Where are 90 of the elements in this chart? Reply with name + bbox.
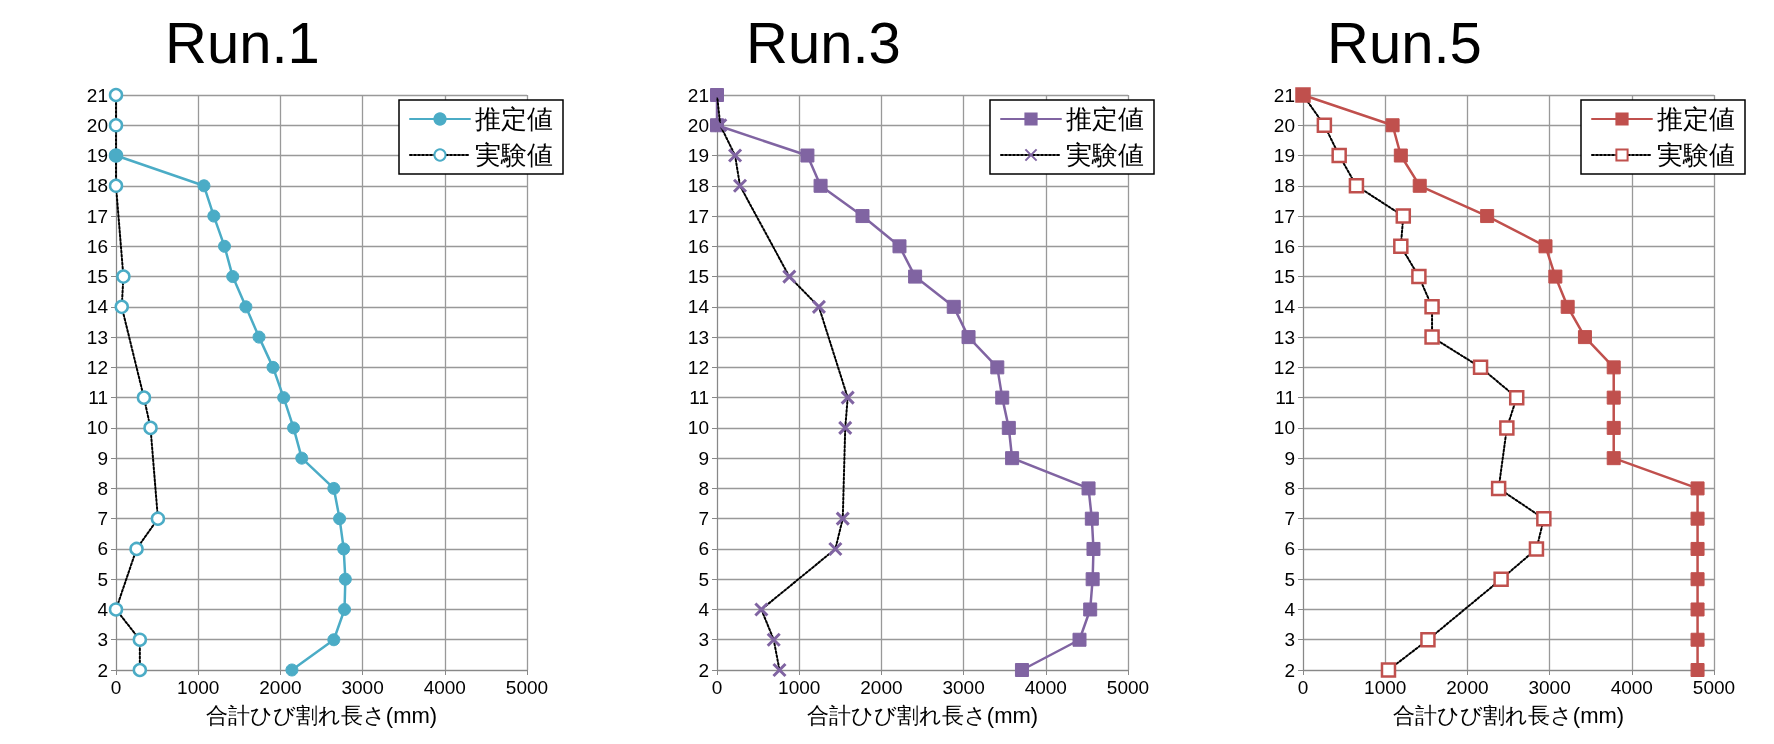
x-tick-label: 0 <box>1297 677 1309 698</box>
y-tick-label: 10 <box>1273 417 1295 439</box>
y-tick-label: 12 <box>86 356 108 378</box>
y-tick-label: 7 <box>1284 508 1295 530</box>
y-tick-label: 17 <box>86 205 108 227</box>
y-tick-label: 15 <box>86 266 108 288</box>
x-tick-label: 5000 <box>505 677 549 698</box>
legend-label: 実験値 <box>1657 140 1735 170</box>
y-tick-label: 6 <box>698 538 709 560</box>
x-axis-title: 合計ひび割れ長さ(mm) <box>205 702 438 728</box>
y-tick-label: 3 <box>97 629 108 651</box>
x-tick-label: 4000 <box>1024 677 1067 698</box>
y-tick-label: 19 <box>1273 145 1295 167</box>
legend-label: 実験値 <box>1066 140 1144 170</box>
x-axis-title: 合計ひび割れ長さ(mm) <box>1392 702 1625 728</box>
y-tick-label: 2 <box>1284 659 1295 681</box>
y-tick-label: 3 <box>698 629 709 651</box>
x-tick-label: 3000 <box>341 677 384 698</box>
y-tick-label: 20 <box>1273 114 1295 136</box>
y-tick-label: 13 <box>1273 326 1295 348</box>
y-tick-label: 12 <box>1273 356 1295 378</box>
chart-title: Run.1 <box>165 9 320 75</box>
chart-title: Run.3 <box>746 9 901 75</box>
legend-label: 推定値 <box>1066 104 1144 134</box>
x-tick-label: 5000 <box>1692 677 1736 698</box>
y-tick-label: 16 <box>687 235 709 257</box>
y-tick-label: 3 <box>1284 629 1295 651</box>
x-tick-label: 4000 <box>1610 677 1653 698</box>
y-tick-label: 9 <box>698 447 709 469</box>
x-tick-label: 2000 <box>259 677 302 698</box>
x-tick-label: 0 <box>110 677 122 698</box>
y-tick-label: 17 <box>1273 205 1295 227</box>
y-tick-label: 9 <box>1284 447 1295 469</box>
y-tick-label: 10 <box>86 417 108 439</box>
x-tick-label: 3000 <box>942 677 985 698</box>
chart-title: Run.5 <box>1327 9 1482 75</box>
y-tick-label: 18 <box>86 175 108 197</box>
y-tick-label: 9 <box>97 447 108 469</box>
y-tick-label: 8 <box>698 477 709 499</box>
y-tick-label: 13 <box>687 326 709 348</box>
x-tick-label: 2000 <box>860 677 903 698</box>
y-tick-label: 2 <box>97 659 108 681</box>
y-tick-label: 15 <box>1273 266 1295 288</box>
y-tick-label: 21 <box>687 84 709 106</box>
y-tick-label: 15 <box>687 266 709 288</box>
x-tick-label: 4000 <box>423 677 466 698</box>
legend-label: 推定値 <box>475 104 553 134</box>
y-tick-label: 11 <box>88 387 108 409</box>
y-tick-label: 13 <box>86 326 108 348</box>
y-tick-label: 10 <box>687 417 709 439</box>
x-tick-label: 1000 <box>778 677 821 698</box>
y-tick-label: 7 <box>698 508 709 530</box>
x-tick-label: 2000 <box>1446 677 1489 698</box>
y-tick-label: 4 <box>1284 598 1296 620</box>
x-tick-label: 3000 <box>1528 677 1571 698</box>
y-tick-label: 19 <box>687 145 709 167</box>
y-tick-label: 17 <box>687 205 709 227</box>
y-tick-label: 21 <box>1273 84 1295 106</box>
y-tick-label: 6 <box>1284 538 1295 560</box>
y-tick-label: 11 <box>1275 387 1295 409</box>
y-tick-label: 6 <box>97 538 108 560</box>
y-tick-label: 20 <box>687 114 709 136</box>
y-tick-label: 8 <box>97 477 108 499</box>
y-tick-label: 4 <box>97 598 109 620</box>
y-tick-label: 16 <box>1273 235 1295 257</box>
y-tick-label: 5 <box>698 568 709 590</box>
y-tick-label: 5 <box>97 568 108 590</box>
x-tick-label: 5000 <box>1106 677 1150 698</box>
y-tick-label: 19 <box>86 145 108 167</box>
y-tick-label: 18 <box>1273 175 1295 197</box>
y-tick-label: 12 <box>687 356 709 378</box>
y-tick-label: 14 <box>1273 296 1296 318</box>
y-tick-label: 20 <box>86 114 108 136</box>
y-tick-label: 2 <box>698 659 709 681</box>
y-tick-label: 21 <box>86 84 108 106</box>
x-tick-label: 1000 <box>1364 677 1407 698</box>
y-tick-label: 14 <box>687 296 710 318</box>
y-tick-label: 8 <box>1284 477 1295 499</box>
y-tick-label: 16 <box>86 235 108 257</box>
y-tick-label: 14 <box>86 296 109 318</box>
x-tick-label: 1000 <box>177 677 220 698</box>
legend-label: 推定値 <box>1657 104 1735 134</box>
x-axis-title: 合計ひび割れ長さ(mm) <box>806 702 1039 728</box>
x-tick-label: 0 <box>711 677 723 698</box>
y-tick-label: 11 <box>689 387 709 409</box>
y-tick-label: 18 <box>687 175 709 197</box>
y-tick-label: 5 <box>1284 568 1295 590</box>
legend-label: 実験値 <box>475 140 553 170</box>
y-tick-label: 4 <box>698 598 710 620</box>
y-tick-label: 7 <box>97 508 108 530</box>
